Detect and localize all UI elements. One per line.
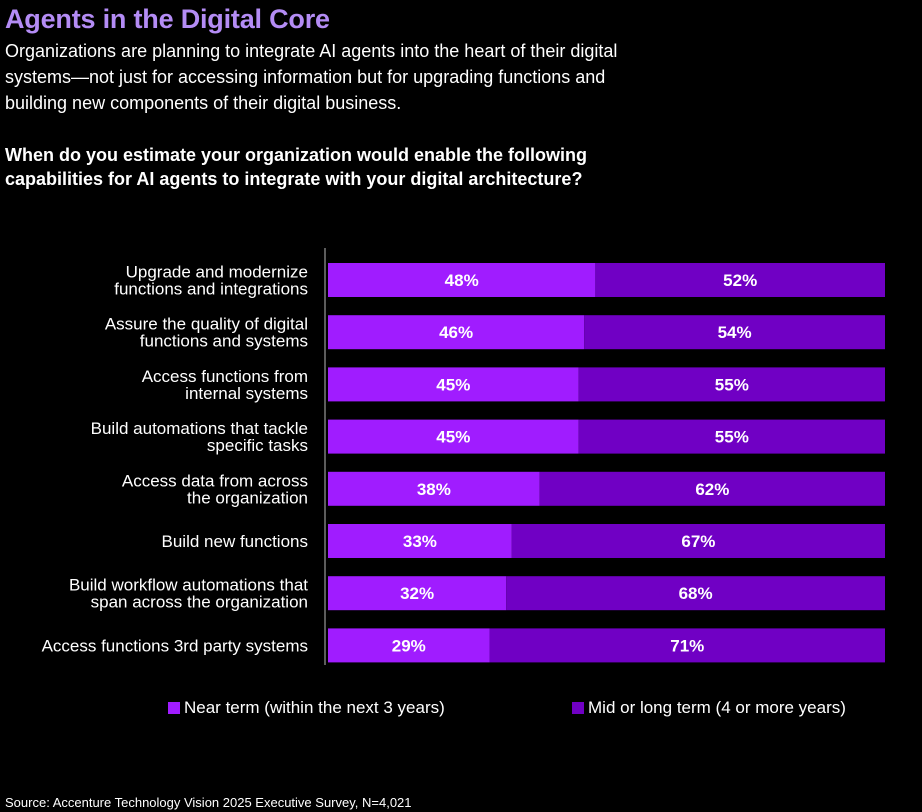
category-label-3: Access functions from internal systems xyxy=(142,367,308,403)
bar-segment-mid-3 xyxy=(578,367,885,402)
data-label-near-8: 29% xyxy=(392,636,426,655)
category-label-line: Access functions 3rd party systems xyxy=(42,636,308,655)
category-label-4: Build automations that tackle specific ta… xyxy=(91,419,308,455)
category-label-line: Assure the quality of digital xyxy=(105,315,308,334)
category-label-line: span across the organization xyxy=(91,593,308,612)
category-label-line: specific tasks xyxy=(207,436,308,455)
survey-question: When do you estimate your organization w… xyxy=(5,145,588,189)
data-label-mid-1: 52% xyxy=(723,271,757,290)
data-label-mid-7: 68% xyxy=(679,584,713,603)
data-label-near-7: 32% xyxy=(400,584,434,603)
category-label-6: Build new functions xyxy=(162,532,308,551)
page-subtitle: Organizations are planning to integrate … xyxy=(5,41,618,113)
category-label-line: functions and systems xyxy=(140,332,308,351)
chart-legend: Near term (within the next 3 years) Mid … xyxy=(0,698,922,722)
bar-segment-mid-6 xyxy=(511,524,885,558)
category-label-1: Upgrade and modernize functions and integ… xyxy=(114,263,308,299)
source-note: Source: Accenture Technology Vision 2025… xyxy=(5,795,412,810)
legend-item-near: Near term (within the next 3 years) xyxy=(168,698,445,718)
bar-segment-near-1 xyxy=(328,263,596,297)
data-label-mid-2: 54% xyxy=(718,323,752,342)
bar-segment-near-4 xyxy=(328,419,579,454)
bar-segment-near-6 xyxy=(328,524,512,558)
data-label-near-1: 48% xyxy=(445,271,479,290)
legend-label-near: Near term (within the next 3 years) xyxy=(184,698,445,717)
bar-segment-mid-2 xyxy=(584,315,885,350)
data-label-near-3: 45% xyxy=(436,375,470,394)
legend-swatch-mid xyxy=(572,702,584,714)
bar-segment-mid-7 xyxy=(506,576,885,611)
bar-segment-mid-5 xyxy=(539,471,885,506)
data-label-mid-4: 55% xyxy=(715,428,749,447)
data-label-mid-6: 67% xyxy=(681,532,715,551)
stacked-bar-chart: 48% 52%Upgrade and modernize functions and… xyxy=(42,248,885,665)
category-label-line: Access functions from xyxy=(142,367,308,386)
category-label-line: Build workflow automations that xyxy=(69,576,308,595)
category-label-line: Build automations that tackle xyxy=(91,419,308,438)
bar-segment-mid-1 xyxy=(595,263,885,297)
category-label-line: functions and integrations xyxy=(114,280,308,299)
bar-segment-near-2 xyxy=(328,315,585,350)
category-label-5: Access data from across the organization xyxy=(122,471,308,507)
category-label-line: Build new functions xyxy=(162,532,308,551)
category-label-line: internal systems xyxy=(185,384,308,403)
category-label-line: the organization xyxy=(187,488,308,507)
bar-segment-near-3 xyxy=(328,367,579,402)
data-label-near-6: 33% xyxy=(403,532,437,551)
legend-item-mid: Mid or long term (4 or more years) xyxy=(572,698,846,718)
data-label-mid-8: 71% xyxy=(670,636,704,655)
data-label-mid-5: 62% xyxy=(695,480,729,499)
bar-segment-near-8 xyxy=(328,628,490,663)
bar-segment-near-7 xyxy=(328,576,507,611)
category-label-line: Access data from across xyxy=(122,471,308,490)
category-label-2: Assure the quality of digital functions a… xyxy=(105,315,308,351)
legend-label-mid: Mid or long term (4 or more years) xyxy=(588,698,846,717)
legend-swatch-near xyxy=(168,702,180,714)
data-label-near-4: 45% xyxy=(436,428,470,447)
data-label-near-2: 46% xyxy=(439,323,473,342)
bar-segment-mid-4 xyxy=(578,419,885,454)
category-label-7: Build workflow automations that span acro… xyxy=(69,576,308,612)
bar-segment-near-5 xyxy=(328,471,540,506)
bar-segment-mid-8 xyxy=(489,628,885,663)
category-label-8: Access functions 3rd party systems xyxy=(42,636,308,655)
data-label-near-5: 38% xyxy=(417,480,451,499)
data-label-mid-3: 55% xyxy=(715,375,749,394)
category-label-line: Upgrade and modernize xyxy=(126,263,308,282)
page-title: Agents in the Digital Core xyxy=(5,4,330,34)
